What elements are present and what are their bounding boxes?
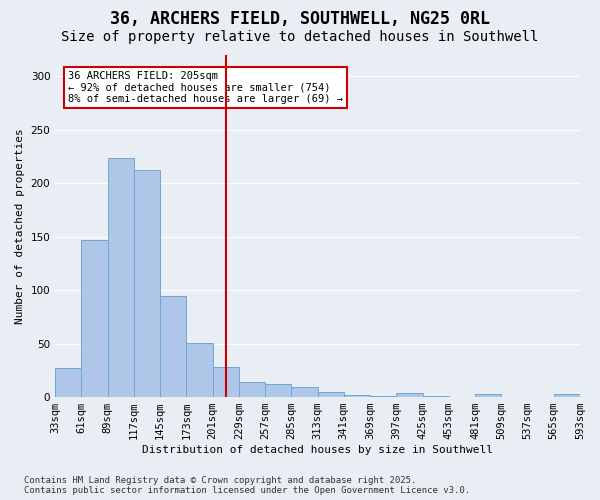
Bar	[212, 367, 239, 397]
Bar	[134, 170, 160, 397]
Bar	[422, 396, 449, 397]
Bar	[187, 342, 212, 397]
Bar	[370, 396, 397, 397]
Bar	[554, 394, 580, 397]
Bar	[160, 296, 187, 397]
Text: 36, ARCHERS FIELD, SOUTHWELL, NG25 0RL: 36, ARCHERS FIELD, SOUTHWELL, NG25 0RL	[110, 10, 490, 28]
Bar	[317, 392, 344, 397]
Bar	[344, 395, 370, 397]
Bar	[397, 393, 422, 397]
Bar	[265, 384, 292, 397]
Y-axis label: Number of detached properties: Number of detached properties	[15, 128, 25, 324]
Bar	[82, 240, 107, 397]
Bar	[475, 394, 501, 397]
Bar	[107, 158, 134, 397]
Bar	[292, 388, 317, 397]
Text: 36 ARCHERS FIELD: 205sqm
← 92% of detached houses are smaller (754)
8% of semi-d: 36 ARCHERS FIELD: 205sqm ← 92% of detach…	[68, 71, 343, 104]
X-axis label: Distribution of detached houses by size in Southwell: Distribution of detached houses by size …	[142, 445, 493, 455]
Bar	[55, 368, 82, 397]
Bar	[239, 382, 265, 397]
Text: Contains HM Land Registry data © Crown copyright and database right 2025.
Contai: Contains HM Land Registry data © Crown c…	[24, 476, 470, 495]
Text: Size of property relative to detached houses in Southwell: Size of property relative to detached ho…	[61, 30, 539, 44]
